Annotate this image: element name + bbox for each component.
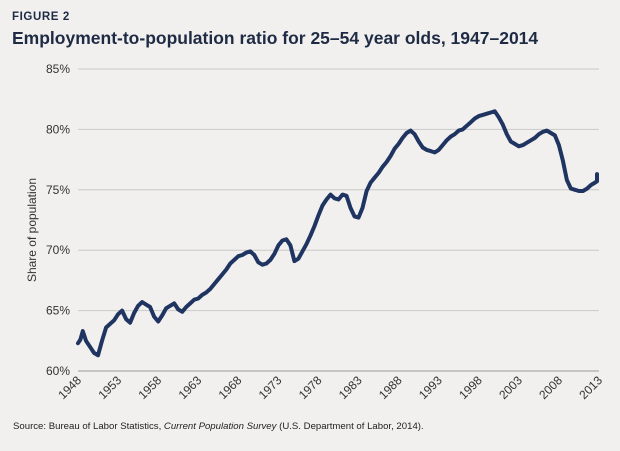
chart-title: Employment-to-population ratio for 25–54… <box>12 28 539 48</box>
source-italic: Current Population Survey <box>163 421 277 432</box>
x-tick-label: 1978 <box>296 373 325 402</box>
x-tick-label: 1963 <box>176 373 205 402</box>
source-prefix: Source: Bureau of Labor Statistics, <box>13 421 164 432</box>
y-axis-label: Share of population <box>25 178 39 282</box>
source-suffix: (U.S. Department of Labor, 2014). <box>276 421 424 432</box>
x-tick-label: 1968 <box>216 373 245 402</box>
y-tick-labels: 60% 65% 70% 75% 80% 85% <box>46 62 70 378</box>
gridlines <box>78 68 599 372</box>
series-line <box>76 109 599 358</box>
y-tick-label: 85% <box>46 62 70 76</box>
source-note: Source: Bureau of Labor Statistics, Curr… <box>13 421 613 432</box>
x-tick-label: 2013 <box>576 373 605 402</box>
y-tick-label: 70% <box>46 243 70 257</box>
y-tick-label: 60% <box>46 364 70 378</box>
x-tick-label: 1983 <box>336 373 365 402</box>
figure-label: FIGURE 2 <box>12 11 70 23</box>
x-tick-labels: 1948 1953 1958 1963 1968 1973 1978 1983 1988 1993… <box>55 373 605 402</box>
y-tick-label: 80% <box>46 122 70 136</box>
x-tick-label: 1958 <box>135 373 164 402</box>
x-tick-label: 1998 <box>456 373 485 402</box>
x-tick-label: 1973 <box>256 373 285 402</box>
x-tick-label: 2008 <box>536 373 565 402</box>
y-tick-label: 75% <box>46 183 70 197</box>
x-tick-label: 1953 <box>95 373 124 402</box>
x-tick-label: 1988 <box>376 373 405 402</box>
x-tick-label: 2003 <box>496 373 525 402</box>
x-tick-label: 1993 <box>416 373 445 402</box>
y-tick-label: 65% <box>46 304 70 318</box>
